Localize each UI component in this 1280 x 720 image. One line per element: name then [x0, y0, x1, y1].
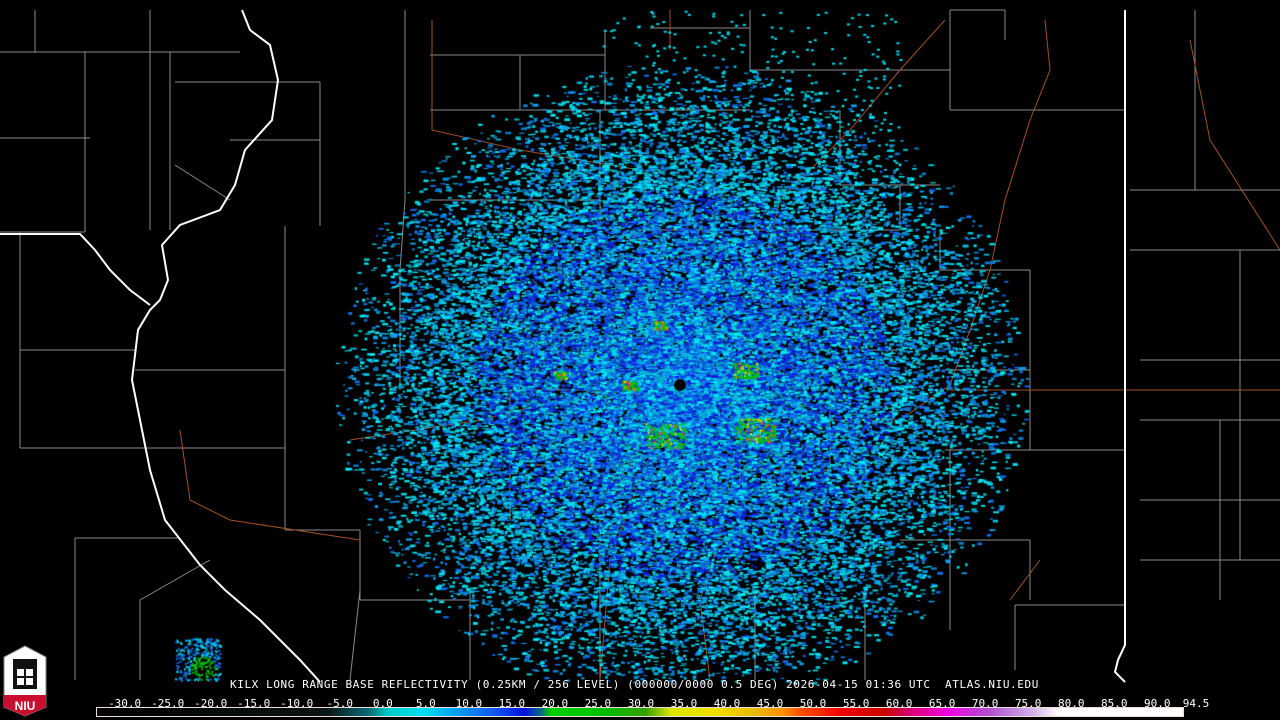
- colorbar-label: -5.0: [326, 697, 354, 710]
- colorbar-label: -30.0: [108, 697, 142, 710]
- colorbar: [96, 707, 1184, 717]
- colorbar-label: 5.0: [415, 697, 436, 710]
- colorbar-label: 80.0: [1057, 697, 1085, 710]
- colorbar-label: 25.0: [584, 697, 612, 710]
- niu-logo: NIU: [3, 645, 47, 717]
- colorbar-label: 85.0: [1100, 697, 1128, 710]
- colorbar-label: 70.0: [971, 697, 999, 710]
- colorbar-labels: -30.0 -25.0 -20.0 -15.0 -10.0 -5.0 0.0 5.0 10.0 1…: [0, 697, 1280, 710]
- colorbar-label: 50.0: [799, 697, 827, 710]
- colorbar-label: 0.0: [372, 697, 393, 710]
- colorbar-label: -25.0: [151, 697, 185, 710]
- logo-text: NIU: [15, 699, 36, 713]
- colorbar-label: 60.0: [885, 697, 913, 710]
- colorbar-label: 20.0: [541, 697, 569, 710]
- colorbar-label: 15.0: [498, 697, 526, 710]
- colorbar-label: 94.5: [1182, 697, 1210, 710]
- colorbar-label: 65.0: [928, 697, 956, 710]
- product-caption: KILX LONG RANGE BASE REFLECTIVITY (0.25K…: [230, 678, 1039, 691]
- colorbar-label: 45.0: [756, 697, 784, 710]
- colorbar-label: -20.0: [194, 697, 228, 710]
- colorbar-label: 55.0: [842, 697, 870, 710]
- colorbar-label: 75.0: [1014, 697, 1042, 710]
- colorbar-label: 35.0: [670, 697, 698, 710]
- colorbar-label: 30.0: [627, 697, 655, 710]
- colorbar-label: 40.0: [713, 697, 741, 710]
- colorbar-label: -10.0: [280, 697, 314, 710]
- colorbar-label: -15.0: [237, 697, 271, 710]
- colorbar-label: 90.0: [1144, 697, 1171, 710]
- colorbar-label: 10.0: [455, 697, 483, 710]
